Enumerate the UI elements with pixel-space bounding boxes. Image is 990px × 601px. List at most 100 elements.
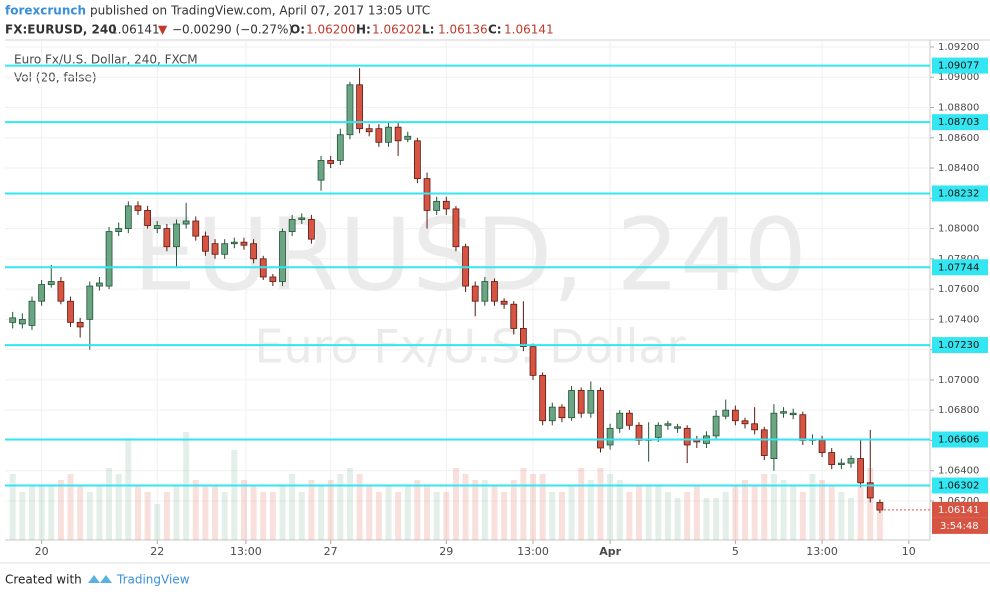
watermark-name: Euro Fx/U.S. Dollar [254, 320, 685, 374]
last: 1.06141 [110, 23, 160, 37]
candle-body [799, 414, 807, 441]
level-label: 1.06302 [938, 481, 979, 492]
candle-body [96, 282, 103, 287]
volume-bar [857, 486, 864, 540]
arrow: ▼ [158, 23, 168, 37]
volume-bar [346, 468, 353, 540]
volume-bar [337, 474, 344, 540]
candle-body [847, 458, 855, 464]
candle-body [47, 281, 55, 285]
candle-body [38, 284, 46, 302]
volume-bar [491, 486, 498, 540]
candle-body [597, 390, 604, 449]
x-tick-label: 27 [324, 545, 338, 558]
volume-bar [279, 486, 286, 540]
candle-body [558, 406, 566, 419]
candle-body [683, 427, 691, 446]
volume-bar [163, 492, 170, 540]
volume-bar [828, 486, 835, 540]
volume-bar [443, 492, 450, 540]
y-tick-label: 1.09200 [938, 42, 979, 53]
volume-bar [9, 474, 16, 540]
volume-bar [57, 480, 64, 540]
candle-body [741, 420, 749, 425]
candle-body [837, 462, 845, 466]
level-tag [932, 431, 988, 448]
volume-bar [558, 492, 565, 540]
last-price-label: 1.06141 [938, 505, 979, 516]
candle-body [356, 84, 363, 130]
candle-body [442, 200, 450, 210]
candle-body [86, 285, 94, 320]
level-label: 1.06606 [938, 435, 979, 446]
level-tag [932, 477, 988, 494]
candle-body [828, 452, 836, 466]
candle-body [336, 134, 344, 161]
candle-body [28, 300, 36, 326]
candle-body [202, 235, 209, 252]
volume-bar [520, 468, 527, 540]
volume-bar [231, 450, 238, 540]
candle-body [288, 219, 296, 232]
volume-bar [713, 498, 720, 540]
level-label: 1.07230 [938, 340, 979, 351]
candle-body [414, 140, 421, 180]
volume-bar [587, 480, 594, 540]
candle-body [327, 160, 335, 164]
volume-bar [202, 486, 209, 540]
candle-body [481, 281, 489, 302]
candle-body [317, 160, 325, 181]
volume-bar [510, 480, 517, 540]
countdown: 3:54:48 [940, 521, 979, 532]
y-tick-label: 1.07600 [938, 284, 979, 295]
candle-body [751, 423, 759, 431]
volume-bar [674, 498, 681, 540]
volume-bar [578, 468, 585, 540]
candle-body [173, 223, 180, 248]
volume-bar [645, 486, 652, 540]
volume-bar [462, 474, 469, 540]
volume-bar [327, 480, 334, 540]
x-tick-label: Apr [599, 545, 621, 558]
brand[interactable]: TradingView [116, 573, 190, 587]
grid [5, 40, 930, 540]
volume-bar [626, 492, 633, 540]
candle-body [876, 502, 884, 511]
candle-body [664, 423, 672, 426]
candle-body [192, 220, 200, 237]
volume-bar [212, 486, 219, 540]
volume-bar [77, 486, 84, 540]
candle-body [510, 303, 518, 329]
candle-body [577, 390, 585, 414]
candle-body [500, 300, 508, 305]
candle-body [654, 424, 662, 438]
volume-bar [703, 498, 710, 540]
volume-bar [86, 492, 93, 540]
volume-bar [568, 486, 575, 540]
volume-bar [867, 468, 874, 540]
volume-bar [819, 480, 826, 540]
volume-bar [385, 486, 392, 540]
candle-body [18, 318, 26, 325]
published: published on TradingView.com, April 07, … [90, 4, 430, 18]
watermark-symbol: EURUSD, 240 [133, 196, 807, 313]
level-tag [932, 337, 988, 354]
volume-bar [192, 480, 199, 540]
candle-body [731, 409, 739, 422]
volume-bar [240, 480, 247, 540]
x-tick-label: 13:00 [230, 545, 262, 558]
candle-body [818, 440, 826, 453]
candle-body [770, 412, 778, 459]
volume-bar [260, 492, 267, 540]
y-tick-label: 1.07000 [938, 375, 979, 386]
candle-body [221, 243, 229, 255]
y-tick-label: 1.06400 [938, 466, 979, 477]
candle-body [616, 412, 624, 429]
volume-bar [790, 486, 797, 540]
volume-bar [693, 486, 700, 540]
author[interactable]: forexcrunch [5, 4, 86, 18]
candle-body [674, 426, 681, 429]
volume-bar [298, 492, 305, 540]
candle-body [385, 126, 392, 143]
